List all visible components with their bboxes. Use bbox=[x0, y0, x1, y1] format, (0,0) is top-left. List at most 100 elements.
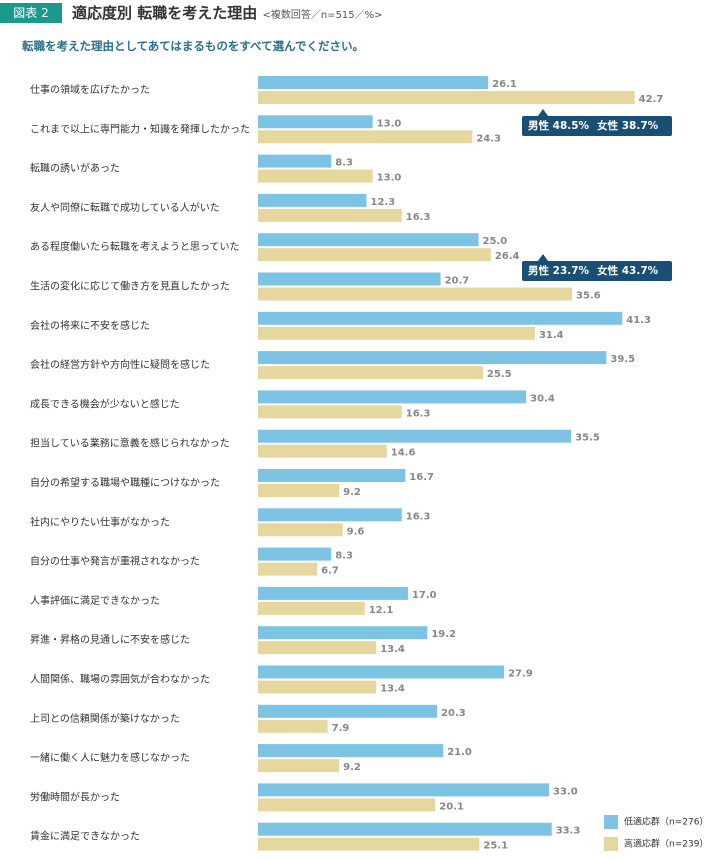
figure-note: <複数回答／n=515／%> bbox=[262, 10, 383, 21]
value-label: 13.0 bbox=[377, 118, 402, 129]
bar-high-adaptation bbox=[258, 641, 377, 655]
callout-male-value: 男性 48.5% bbox=[528, 120, 590, 132]
value-label: 7.9 bbox=[332, 723, 350, 734]
bar-low-adaptation bbox=[258, 547, 332, 561]
value-label: 21.0 bbox=[447, 747, 472, 758]
category-label: ある程度働いたら転職を考えようと思っていた bbox=[30, 240, 240, 253]
figure-title-text: 適応度別 転職を考えた理由 bbox=[72, 4, 258, 22]
legend-swatch-low bbox=[604, 815, 618, 829]
bar-low-adaptation bbox=[258, 311, 623, 325]
value-label: 27.9 bbox=[508, 669, 533, 680]
bar-low-adaptation bbox=[258, 351, 607, 365]
value-label: 8.3 bbox=[335, 551, 353, 562]
value-label: 12.1 bbox=[369, 605, 394, 616]
figure-number-badge: 図表 2 bbox=[0, 3, 62, 23]
bar-high-adaptation bbox=[258, 130, 473, 144]
value-label: 35.6 bbox=[576, 291, 601, 302]
bar-high-adaptation bbox=[258, 523, 343, 537]
bar-low-adaptation bbox=[258, 390, 527, 404]
legend-label-high: 高適応群（n=239） bbox=[624, 839, 709, 850]
value-label: 9.2 bbox=[343, 762, 361, 773]
category-label: 人間関係、職場の雰囲気が合わなかった bbox=[30, 673, 210, 686]
value-label: 16.3 bbox=[406, 212, 431, 223]
bar-high-adaptation bbox=[258, 680, 377, 694]
value-label: 6.7 bbox=[321, 566, 339, 577]
value-label: 19.2 bbox=[431, 629, 456, 640]
bar-low-adaptation bbox=[258, 783, 550, 797]
bar-high-adaptation bbox=[258, 837, 480, 851]
value-label: 26.1 bbox=[492, 79, 517, 90]
value-label: 9.6 bbox=[347, 526, 365, 537]
bar-low-adaptation bbox=[258, 233, 479, 247]
category-label: 自分の仕事や発言が重視されなかった bbox=[30, 555, 200, 568]
category-label: 転職の誘いがあった bbox=[30, 162, 120, 175]
value-label: 20.1 bbox=[439, 801, 464, 812]
bar-high-adaptation bbox=[258, 562, 318, 576]
bar-high-adaptation bbox=[258, 484, 340, 497]
value-label: 16.3 bbox=[406, 511, 431, 522]
value-label: 20.3 bbox=[441, 708, 466, 719]
value-label: 8.3 bbox=[335, 158, 353, 169]
value-label: 12.3 bbox=[370, 197, 395, 208]
value-label: 9.2 bbox=[343, 487, 361, 498]
bar-low-adaptation bbox=[258, 626, 428, 640]
category-label: 自分の希望する職場や職種につけなかった bbox=[30, 476, 220, 489]
bar-low-adaptation bbox=[258, 469, 406, 482]
value-label: 16.3 bbox=[406, 408, 431, 419]
callout-female-value: 女性 43.7% bbox=[597, 265, 659, 277]
value-label: 33.3 bbox=[556, 826, 581, 837]
value-label: 20.7 bbox=[445, 276, 470, 287]
category-label: 会社の将来に不安を感じた bbox=[30, 319, 150, 332]
callout-male-value: 男性 23.7% bbox=[528, 265, 590, 277]
figure-title: 適応度別 転職を考えた理由 <複数回答／n=515／%> bbox=[72, 2, 383, 23]
value-label: 30.4 bbox=[530, 393, 555, 404]
value-label: 13.4 bbox=[380, 684, 405, 695]
value-label: 41.3 bbox=[626, 315, 651, 326]
legend-swatch-high bbox=[604, 837, 618, 851]
bar-low-adaptation bbox=[258, 586, 408, 600]
bar-high-adaptation bbox=[258, 759, 340, 773]
value-label: 13.0 bbox=[377, 173, 402, 184]
value-label: 42.7 bbox=[639, 94, 664, 105]
category-label: 生活の変化に応じて働き方を見直したかった bbox=[30, 280, 230, 293]
category-label: 仕事の領域を広げたかった bbox=[30, 83, 150, 96]
bar-low-adaptation bbox=[258, 272, 441, 286]
gender-callout-2: 男性 23.7% 女性 43.7% bbox=[522, 254, 673, 281]
value-label: 25.5 bbox=[487, 369, 512, 380]
category-label: 担当している業務に意義を感じられなかった bbox=[30, 437, 230, 450]
category-label: 労働時間が長かった bbox=[30, 790, 120, 803]
bar-high-adaptation bbox=[258, 798, 436, 812]
value-label: 35.5 bbox=[575, 433, 600, 444]
bar-low-adaptation bbox=[258, 704, 438, 718]
value-label: 13.4 bbox=[380, 644, 405, 655]
bar-high-adaptation bbox=[258, 169, 373, 183]
bar-high-adaptation bbox=[258, 326, 535, 340]
gender-callout-1: 男性 48.5% 女性 38.7% bbox=[522, 109, 673, 136]
category-label: 昇進・昇格の見通しに不安を感じた bbox=[30, 633, 190, 646]
category-label: 賃金に満足できなかった bbox=[30, 830, 140, 843]
value-label: 26.4 bbox=[495, 251, 520, 262]
category-label: 会社の経営方針や方向性に疑問を感じた bbox=[30, 358, 210, 371]
category-label: 友人や同僚に転職で成功している人がいた bbox=[30, 201, 220, 214]
bar-high-adaptation bbox=[258, 405, 402, 419]
bar-high-adaptation bbox=[258, 601, 365, 615]
category-label: 一緒に働く人に魅力を感じなかった bbox=[30, 751, 190, 764]
category-label: 成長できる機会が少ないと感じた bbox=[30, 397, 180, 410]
bar-high-adaptation bbox=[258, 366, 483, 380]
category-label: 上司との信頼関係が築けなかった bbox=[30, 712, 180, 725]
chart-legend: 低適応群（n=276） 高適応群（n=239） bbox=[604, 815, 708, 859]
bar-low-adaptation bbox=[258, 665, 505, 679]
value-label: 14.6 bbox=[391, 448, 416, 459]
figure-header: 図表 2 適応度別 転職を考えた理由 <複数回答／n=515／%> bbox=[0, 0, 728, 28]
bar-high-adaptation bbox=[258, 208, 402, 222]
value-label: 39.5 bbox=[610, 354, 635, 365]
bar-low-adaptation bbox=[258, 76, 489, 89]
callout-female-value: 女性 38.7% bbox=[597, 120, 659, 132]
value-label: 33.0 bbox=[553, 786, 578, 797]
bar-low-adaptation bbox=[258, 193, 367, 207]
value-label: 25.1 bbox=[483, 841, 508, 852]
value-label: 24.3 bbox=[476, 133, 501, 144]
bar-high-adaptation bbox=[258, 287, 572, 301]
bar-low-adaptation bbox=[258, 154, 332, 168]
